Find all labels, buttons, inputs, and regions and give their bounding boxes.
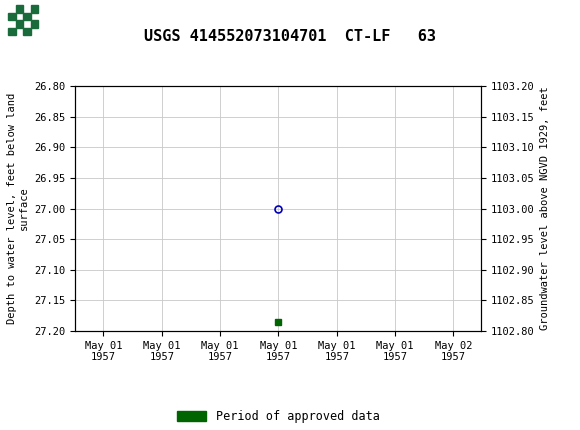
Y-axis label: Groundwater level above NGVD 1929, feet: Groundwater level above NGVD 1929, feet xyxy=(541,87,550,330)
Bar xyxy=(23,12,31,20)
Text: USGS: USGS xyxy=(43,10,90,30)
Bar xyxy=(16,5,23,12)
Text: USGS 414552073104701  CT-LF   63: USGS 414552073104701 CT-LF 63 xyxy=(144,29,436,44)
Bar xyxy=(31,20,38,28)
Bar xyxy=(23,28,31,35)
Bar xyxy=(8,5,38,35)
Y-axis label: Depth to water level, feet below land
surface: Depth to water level, feet below land su… xyxy=(8,93,29,324)
Bar xyxy=(31,5,38,12)
Bar xyxy=(8,28,16,35)
Bar xyxy=(8,12,16,20)
Legend: Period of approved data: Period of approved data xyxy=(172,405,385,428)
Bar xyxy=(16,20,23,28)
